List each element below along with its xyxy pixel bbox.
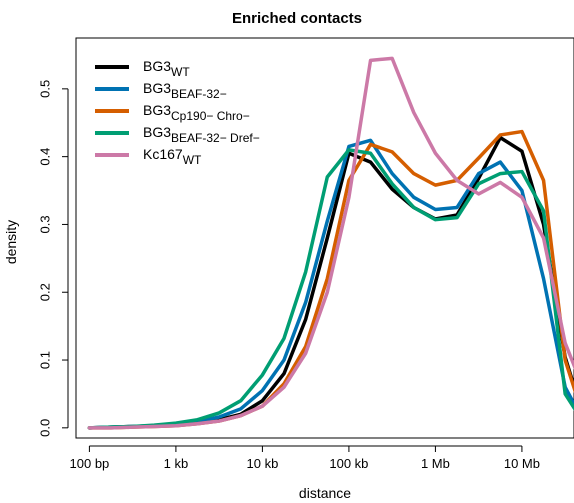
legend-subscript: WT xyxy=(171,65,190,79)
legend-label-2: BG3Cp190− Chro− xyxy=(143,102,250,123)
legend-label-0: BG3WT xyxy=(143,58,190,79)
series-line-3 xyxy=(87,148,574,430)
x-tick-label: 10 kb xyxy=(247,456,279,471)
x-tick-label: 100 bp xyxy=(70,456,110,471)
y-tick-label: 0.3 xyxy=(37,215,52,233)
chart-title: Enriched contacts xyxy=(232,10,362,27)
x-tick-label: 100 kb xyxy=(329,456,368,471)
x-tick-label: 10 Mb xyxy=(504,456,540,471)
legend-label-1: BG3BEAF-32− xyxy=(143,80,227,101)
y-tick-label: 0.1 xyxy=(37,351,52,369)
y-tick-label: 0.4 xyxy=(37,148,52,166)
legend-label-3: BG3BEAF-32− Dref− xyxy=(143,124,260,145)
legend-subscript: WT xyxy=(183,153,202,167)
legend-name: BG3 xyxy=(143,80,171,96)
x-axis: 100 bp 1 kb 10 kb 100 kb 1 Mb 10 Mb xyxy=(70,445,540,471)
series-line-4 xyxy=(87,56,574,430)
x-tick-label: 1 kb xyxy=(164,456,189,471)
plot-frame xyxy=(75,37,574,439)
legend-name: Kc167 xyxy=(143,146,183,162)
y-axis: 0.0 0.1 0.2 0.3 0.4 0.5 xyxy=(37,80,69,437)
legend-name: BG3 xyxy=(143,58,171,74)
y-tick-label: 0.2 xyxy=(37,283,52,301)
y-tick-label: 0.5 xyxy=(37,80,52,98)
y-tick-label: 0.0 xyxy=(37,419,52,437)
legend-subscript: BEAF-32− Dref− xyxy=(171,131,260,145)
legend-name: BG3 xyxy=(143,124,171,140)
series-lines xyxy=(87,56,574,430)
legend-subscript: BEAF-32− xyxy=(171,87,227,101)
x-tick-label: 1 Mb xyxy=(421,456,450,471)
y-axis-label: density xyxy=(3,220,19,264)
legend-label-4: Kc167WT xyxy=(143,146,202,167)
legend-subscript: Cp190− Chro− xyxy=(171,109,250,123)
x-axis-label: distance xyxy=(299,485,351,501)
legend-name: BG3 xyxy=(143,102,171,118)
